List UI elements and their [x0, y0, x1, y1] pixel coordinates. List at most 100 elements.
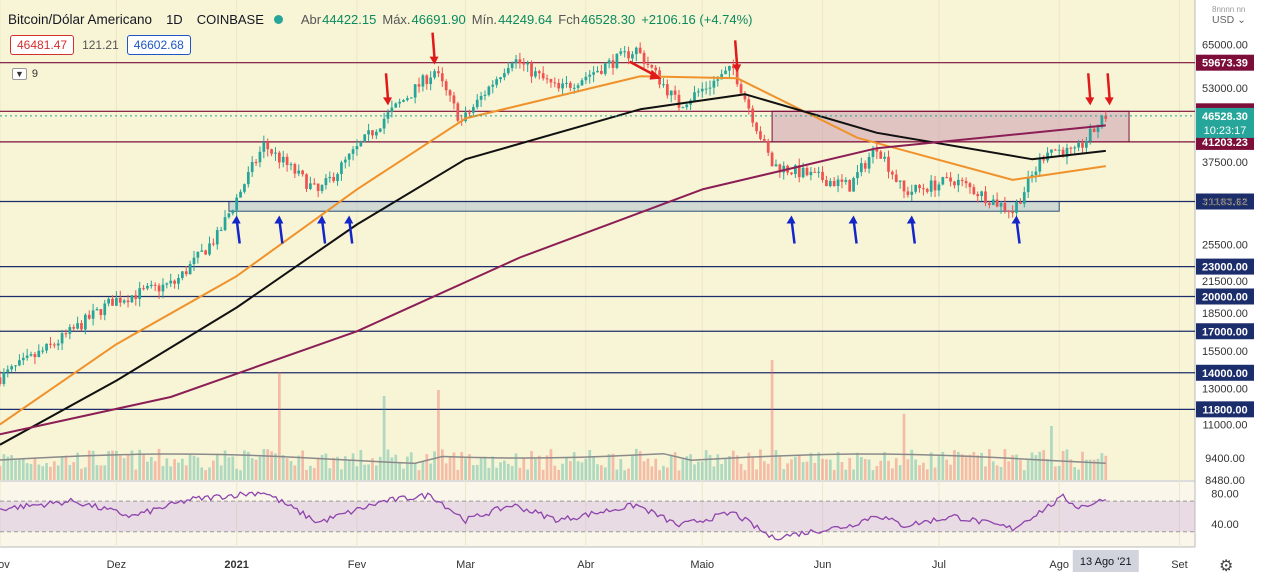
volume-bar: [212, 460, 215, 480]
volume-bar: [72, 461, 76, 480]
candle-body: [99, 309, 103, 316]
candle-body: [898, 180, 902, 182]
support-zone[interactable]: [228, 200, 1060, 212]
candle-body: [949, 177, 952, 182]
x-tick-label: Abr: [577, 559, 594, 571]
candle-body: [988, 203, 991, 205]
volume-bar: [223, 450, 227, 480]
volume-bar: [45, 462, 48, 480]
candle-body: [452, 95, 456, 104]
volume-bar: [33, 458, 37, 480]
volume-bar: [41, 466, 45, 480]
candle-body: [417, 84, 421, 87]
volume-bar: [83, 467, 87, 480]
volume-bar: [856, 452, 859, 480]
candle-body: [14, 365, 17, 367]
volume-bar: [18, 459, 21, 480]
sell-price-button[interactable]: 46481.47: [10, 35, 75, 55]
candle-body: [704, 88, 708, 90]
interval-label[interactable]: 1D: [166, 11, 183, 27]
rsi-band: [0, 501, 1195, 532]
volume-bar: [1007, 461, 1011, 480]
candle-body: [231, 210, 235, 214]
blue-up-arrowhead: [906, 215, 916, 224]
volume-bar: [735, 455, 739, 480]
volume-bar: [204, 470, 207, 480]
candle-body: [444, 81, 448, 91]
candle-body: [817, 171, 821, 173]
candle-body: [925, 189, 929, 192]
candle-body: [266, 142, 270, 150]
candle-body: [960, 179, 964, 182]
candle-body: [146, 285, 149, 289]
candle-body: [693, 92, 696, 101]
candle-body: [440, 73, 444, 82]
volume-bar: [6, 456, 10, 480]
candle-body: [499, 77, 502, 80]
buy-price-button[interactable]: 46602.68: [126, 35, 191, 55]
volume-bar: [149, 456, 153, 480]
candle-body: [386, 112, 390, 119]
candle-body: [549, 79, 553, 83]
volume-bar: [495, 467, 498, 480]
volume-bar: [949, 464, 952, 480]
volume-bar: [592, 456, 595, 480]
ema-long-line[interactable]: [0, 124, 1106, 436]
y-tick-label: 37500.00: [1202, 157, 1248, 169]
level-price-label: 31183.62: [1202, 196, 1247, 208]
volume-bar: [762, 461, 766, 480]
candle-body: [972, 187, 976, 195]
indicators-toggle[interactable]: ▼ 9: [12, 68, 38, 80]
candle-body: [526, 62, 530, 65]
candle-body: [891, 171, 894, 175]
volume-bar: [794, 456, 797, 480]
candle-body: [654, 67, 658, 71]
volume-bar: [960, 454, 964, 480]
candle-body: [107, 298, 110, 304]
candle-body: [825, 180, 828, 187]
chart-header: Bitcoin/Dólar Americano 1D COINBASE Abr 4…: [8, 8, 753, 30]
candle-body: [235, 197, 239, 211]
volume-bar: [285, 458, 289, 480]
red-down-arrowhead: [1085, 97, 1095, 106]
volume-bar: [371, 458, 374, 480]
level-price-tag: [1196, 54, 1254, 71]
close-value: 46528.30: [580, 11, 636, 27]
volume-moving-average: [0, 452, 1106, 465]
candle-body: [289, 164, 293, 166]
symbol-title[interactable]: Bitcoin/Dólar Americano: [8, 11, 153, 27]
volume-bar: [231, 456, 235, 480]
ema-mid-line[interactable]: [0, 93, 1106, 446]
candle-body: [603, 63, 607, 74]
chevron-down-icon[interactable]: ▼: [12, 68, 27, 80]
volume-bar: [844, 469, 848, 480]
volume-bar: [64, 455, 68, 480]
ema-short-line[interactable]: [0, 75, 1106, 426]
candle-body: [111, 298, 114, 306]
candle-body: [541, 73, 545, 79]
candle-body: [169, 280, 173, 284]
rsi-line[interactable]: [0, 491, 1107, 541]
rsi-pane-background: [0, 482, 1195, 547]
candle-body: [184, 271, 188, 275]
red-down-arrow: [431, 32, 436, 59]
gear-icon[interactable]: ⚙: [1219, 558, 1234, 575]
volume-bar: [755, 469, 758, 480]
candle-body: [790, 172, 793, 175]
candle-body: [929, 180, 933, 192]
currency-selector[interactable]: 8nnnn nn USD ⌄: [1212, 4, 1246, 26]
high-value: 46691.90: [411, 11, 466, 27]
candle-body: [359, 141, 363, 147]
y-tick-label: 15500.00: [1202, 346, 1248, 358]
volume-bar: [142, 454, 145, 480]
candle-body: [21, 357, 25, 361]
y-tick-label: 11000.00: [1202, 419, 1247, 431]
candle-body: [270, 149, 273, 154]
volume-bar: [557, 469, 561, 480]
candle-body: [968, 183, 972, 188]
candle-body: [274, 152, 277, 154]
candle-body: [611, 60, 615, 68]
volume-bar: [786, 463, 789, 480]
